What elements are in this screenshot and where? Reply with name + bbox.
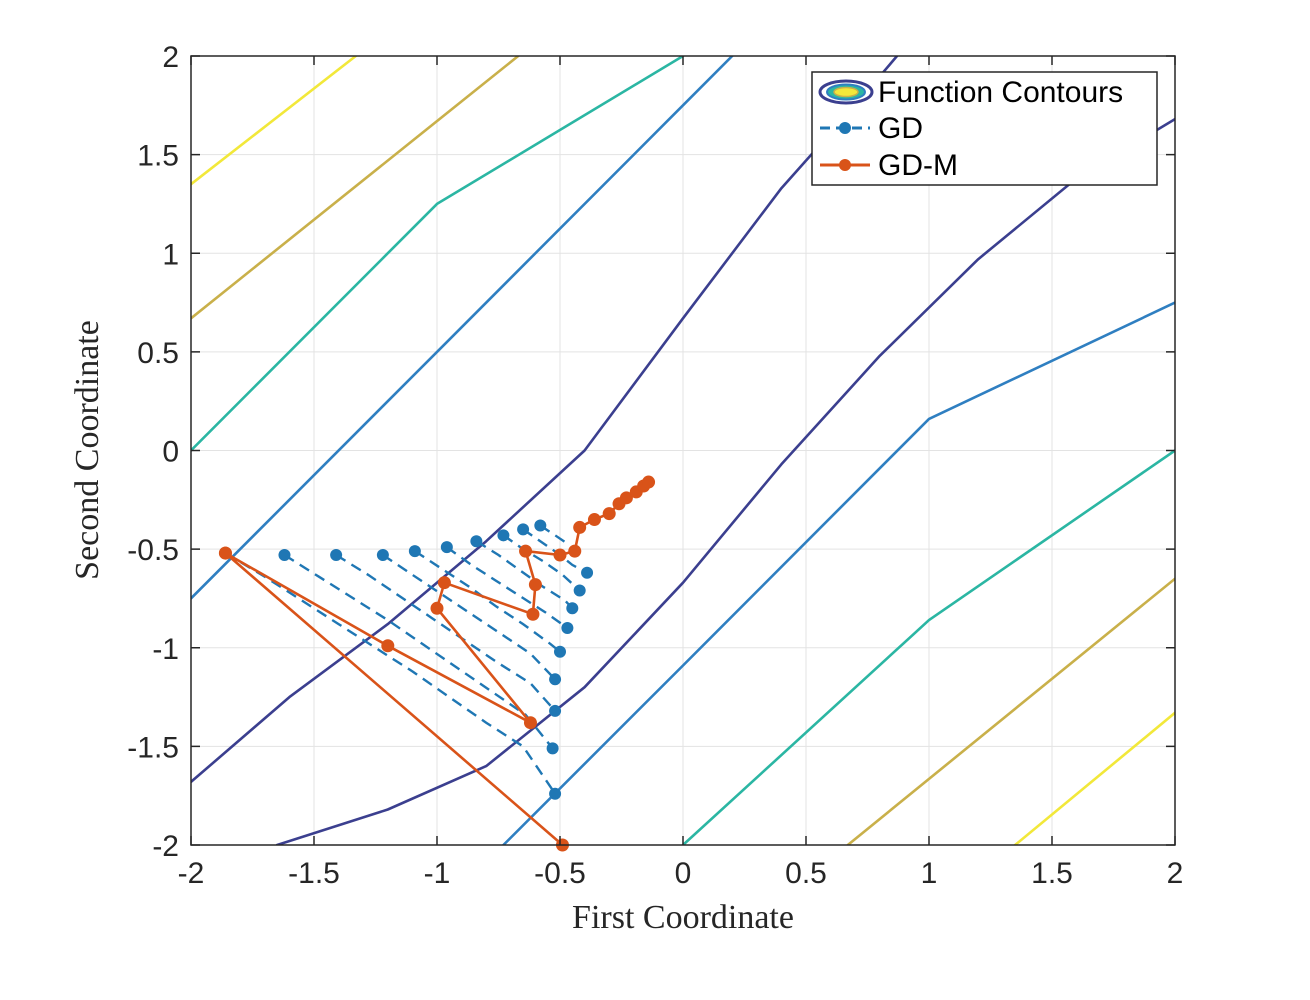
- x-tick-label: 0.5: [785, 857, 827, 890]
- x-tick-label: -0.5: [534, 857, 586, 890]
- legend-gdm-icon: [820, 159, 870, 171]
- gd-m-point: [602, 507, 616, 521]
- gd-m-point: [519, 544, 533, 558]
- legend-label-gdm: GD-M: [878, 149, 958, 182]
- gd-point: [549, 787, 562, 800]
- legend-label-contours: Function Contours: [878, 76, 1123, 109]
- x-tick-label: -1: [424, 857, 451, 890]
- gd-m-point: [437, 576, 451, 590]
- y-tick-label: -1: [152, 633, 179, 666]
- gd-m-point: [619, 491, 633, 505]
- gd-point: [408, 545, 421, 558]
- legend: Function Contours GD GD-M: [811, 71, 1158, 186]
- gd-point: [573, 584, 586, 597]
- gd-point: [330, 549, 343, 562]
- y-tick-label: 2: [162, 41, 179, 74]
- gd-point: [561, 622, 574, 635]
- gd-m-point: [381, 639, 395, 653]
- gd-m-point: [568, 544, 582, 558]
- x-tick-label: 2: [1167, 857, 1184, 890]
- x-tick-label: 1.5: [1031, 857, 1073, 890]
- x-tick-label: 0: [675, 857, 692, 890]
- gd-m-point: [218, 546, 232, 560]
- gd-point: [554, 645, 566, 658]
- x-tick-label: -1.5: [288, 857, 340, 890]
- gd-point: [549, 704, 562, 717]
- gd-m-point: [430, 601, 444, 615]
- gd-m-point: [573, 520, 587, 534]
- contour-line: [191, 56, 520, 320]
- contour-line: [191, 56, 734, 600]
- legend-label-gd: GD: [878, 112, 923, 145]
- gd-path: [475, 540, 574, 610]
- gd-point: [517, 523, 530, 536]
- legend-gd-icon: [820, 122, 870, 134]
- y-tick-label: -0.5: [127, 534, 179, 567]
- gd-m-point: [553, 548, 567, 562]
- gd-path: [335, 553, 556, 712]
- gd-point: [278, 549, 291, 562]
- gd-point: [440, 541, 453, 554]
- gd-point: [566, 602, 579, 615]
- gd-point: [581, 566, 594, 579]
- gd-point: [534, 519, 547, 532]
- y-tick-label: 1: [162, 238, 179, 271]
- x-axis-title: First Coordinate: [572, 899, 794, 936]
- y-axis-title: Second Coordinate: [69, 320, 106, 580]
- y-tick-label: 0.5: [137, 337, 179, 370]
- gd-point: [376, 549, 389, 562]
- gd-m-point: [587, 513, 601, 527]
- gd-path: [414, 550, 561, 653]
- contour-line: [191, 56, 358, 186]
- gd-path: [283, 553, 554, 750]
- gd-m-point: [523, 716, 537, 730]
- y-tick-label: 1.5: [137, 140, 179, 173]
- contour-line: [846, 577, 1175, 845]
- gd-point: [497, 529, 510, 542]
- gd-m-point: [526, 607, 540, 621]
- gd-path: [224, 552, 557, 795]
- y-tick-label: 0: [162, 436, 179, 469]
- gd-point: [546, 742, 559, 755]
- gd-point: [470, 535, 483, 548]
- contour-line: [1013, 711, 1175, 845]
- contour-line: [681, 449, 1175, 845]
- gd-m-point: [528, 578, 542, 592]
- x-tick-label: 1: [921, 857, 938, 890]
- legend-contour-icon: [818, 79, 874, 105]
- gd-path: [502, 534, 581, 592]
- y-tick-label: -1.5: [127, 731, 179, 764]
- gd-m-point: [642, 475, 656, 489]
- gd-path: [446, 546, 569, 629]
- axis-ticks: -2 -1.5 -1 -0.5 0 0.5 1 1.5 2 -2 -1.5 -1 -0.5 0 0.5 1 1.…: [127, 41, 1183, 890]
- gd-point: [549, 673, 562, 686]
- y-tick-label: -2: [152, 830, 179, 863]
- contour-line: [275, 117, 1175, 845]
- x-tick-label: -2: [178, 857, 205, 890]
- contour-line: [502, 301, 1175, 845]
- series-gd-m: [218, 475, 656, 852]
- contour-line: [191, 56, 685, 452]
